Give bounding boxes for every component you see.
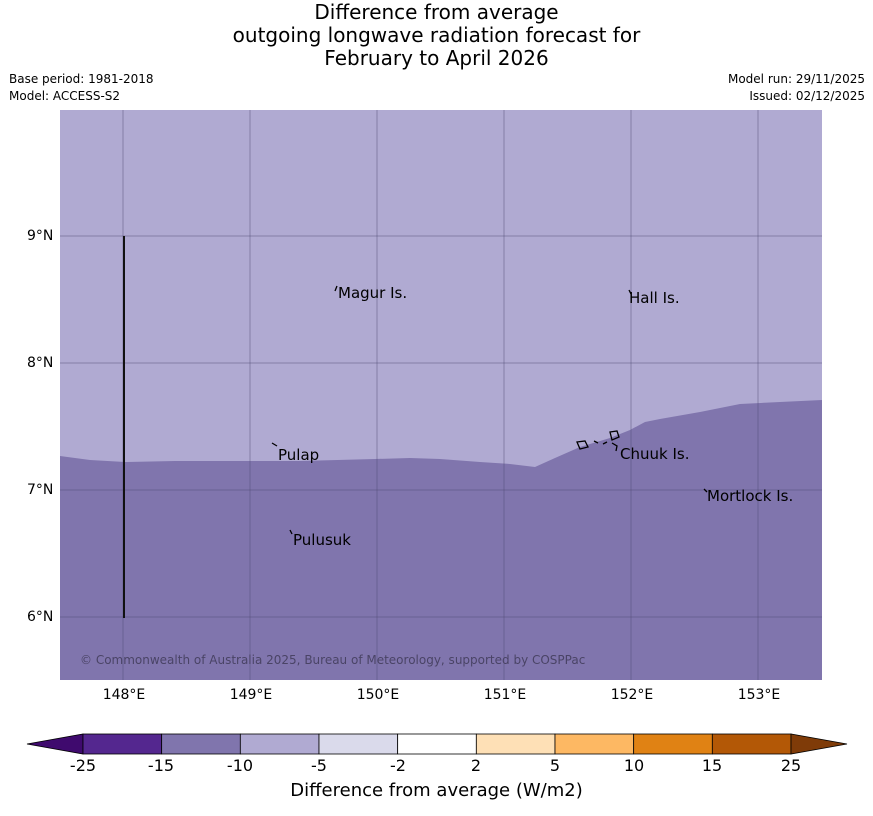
colorbar-tick-label: -10 — [226, 756, 254, 775]
colorbar-segment — [161, 733, 241, 755]
lat-label-7: 7°N — [27, 482, 54, 498]
colorbar-segment — [554, 733, 635, 755]
island-mortlock — [703, 488, 708, 493]
lon-label-149: 149°E — [229, 687, 273, 703]
title-line-1: Difference from average — [314, 0, 559, 24]
island-chuuk — [576, 430, 620, 452]
title-line-3: February to April 2026 — [324, 46, 549, 70]
region-mid-band — [60, 400, 822, 680]
colorbar — [26, 733, 848, 755]
lon-label-153: 153°E — [737, 687, 781, 703]
copyright-notice: © Commonwealth of Australia 2025, Bureau… — [80, 653, 586, 667]
colorbar-segment — [475, 733, 556, 755]
lat-label-9: 9°N — [27, 228, 54, 244]
colorbar-segment — [82, 733, 163, 755]
colorbar-segment — [711, 733, 792, 755]
colorbar-segment — [397, 733, 477, 755]
colorbar-tick-label: -15 — [147, 756, 175, 775]
title-line-2: outgoing longwave radiation forecast for — [232, 23, 641, 47]
place-chuuk: Chuuk Is. — [620, 445, 690, 463]
place-mortlock: Mortlock Is. — [707, 487, 794, 505]
colorbar-title: Difference from average (W/m2) — [290, 780, 583, 801]
lat-label-6: 6°N — [27, 609, 54, 625]
place-magur: Magur Is. — [338, 284, 408, 302]
colorbar-tick-label: 2 — [470, 756, 482, 775]
island-markers — [271, 285, 708, 535]
colorbar-segment — [239, 733, 320, 755]
colorbar-tick-label: 15 — [701, 756, 723, 775]
model-name: Model: ACCESS-S2 — [9, 89, 121, 103]
place-pulusuk: Pulusuk — [293, 531, 351, 549]
colorbar-tick-label: 5 — [549, 756, 561, 775]
lat-label-8: 8°N — [27, 355, 54, 371]
island-pulusuk — [289, 529, 293, 535]
lon-label-148: 148°E — [102, 687, 146, 703]
lon-label-151: 151°E — [483, 687, 527, 703]
place-hall: Hall Is. — [629, 289, 680, 307]
meta-left: Base period: 1981-2018 Model: ACCESS-S2 — [9, 71, 154, 105]
island-pulap — [271, 442, 278, 447]
colorbar-extend-high — [790, 733, 848, 755]
colorbar-tick-label: -25 — [69, 756, 97, 775]
base-period: Base period: 1981-2018 — [9, 72, 154, 86]
gridlines — [60, 110, 822, 680]
issued-date: Issued: 02/12/2025 — [749, 89, 865, 103]
colorbar-tick-label: -5 — [311, 756, 327, 775]
island-hall — [628, 289, 632, 295]
meta-right: Model run: 29/11/2025 Issued: 02/12/2025 — [728, 71, 865, 105]
colorbar-tick-label: 25 — [780, 756, 802, 775]
colorbar-segment — [318, 733, 399, 755]
lon-label-150: 150°E — [356, 687, 400, 703]
model-run: Model run: 29/11/2025 — [727, 72, 865, 86]
lon-label-152: 152°E — [610, 687, 654, 703]
colorbar-extend-low — [26, 733, 84, 755]
colorbar-segment — [633, 733, 713, 755]
place-pulap: Pulap — [278, 446, 320, 464]
colorbar-tick-label: 10 — [623, 756, 645, 775]
colorbar-tick-label: -2 — [390, 756, 406, 775]
island-magur — [334, 285, 338, 292]
